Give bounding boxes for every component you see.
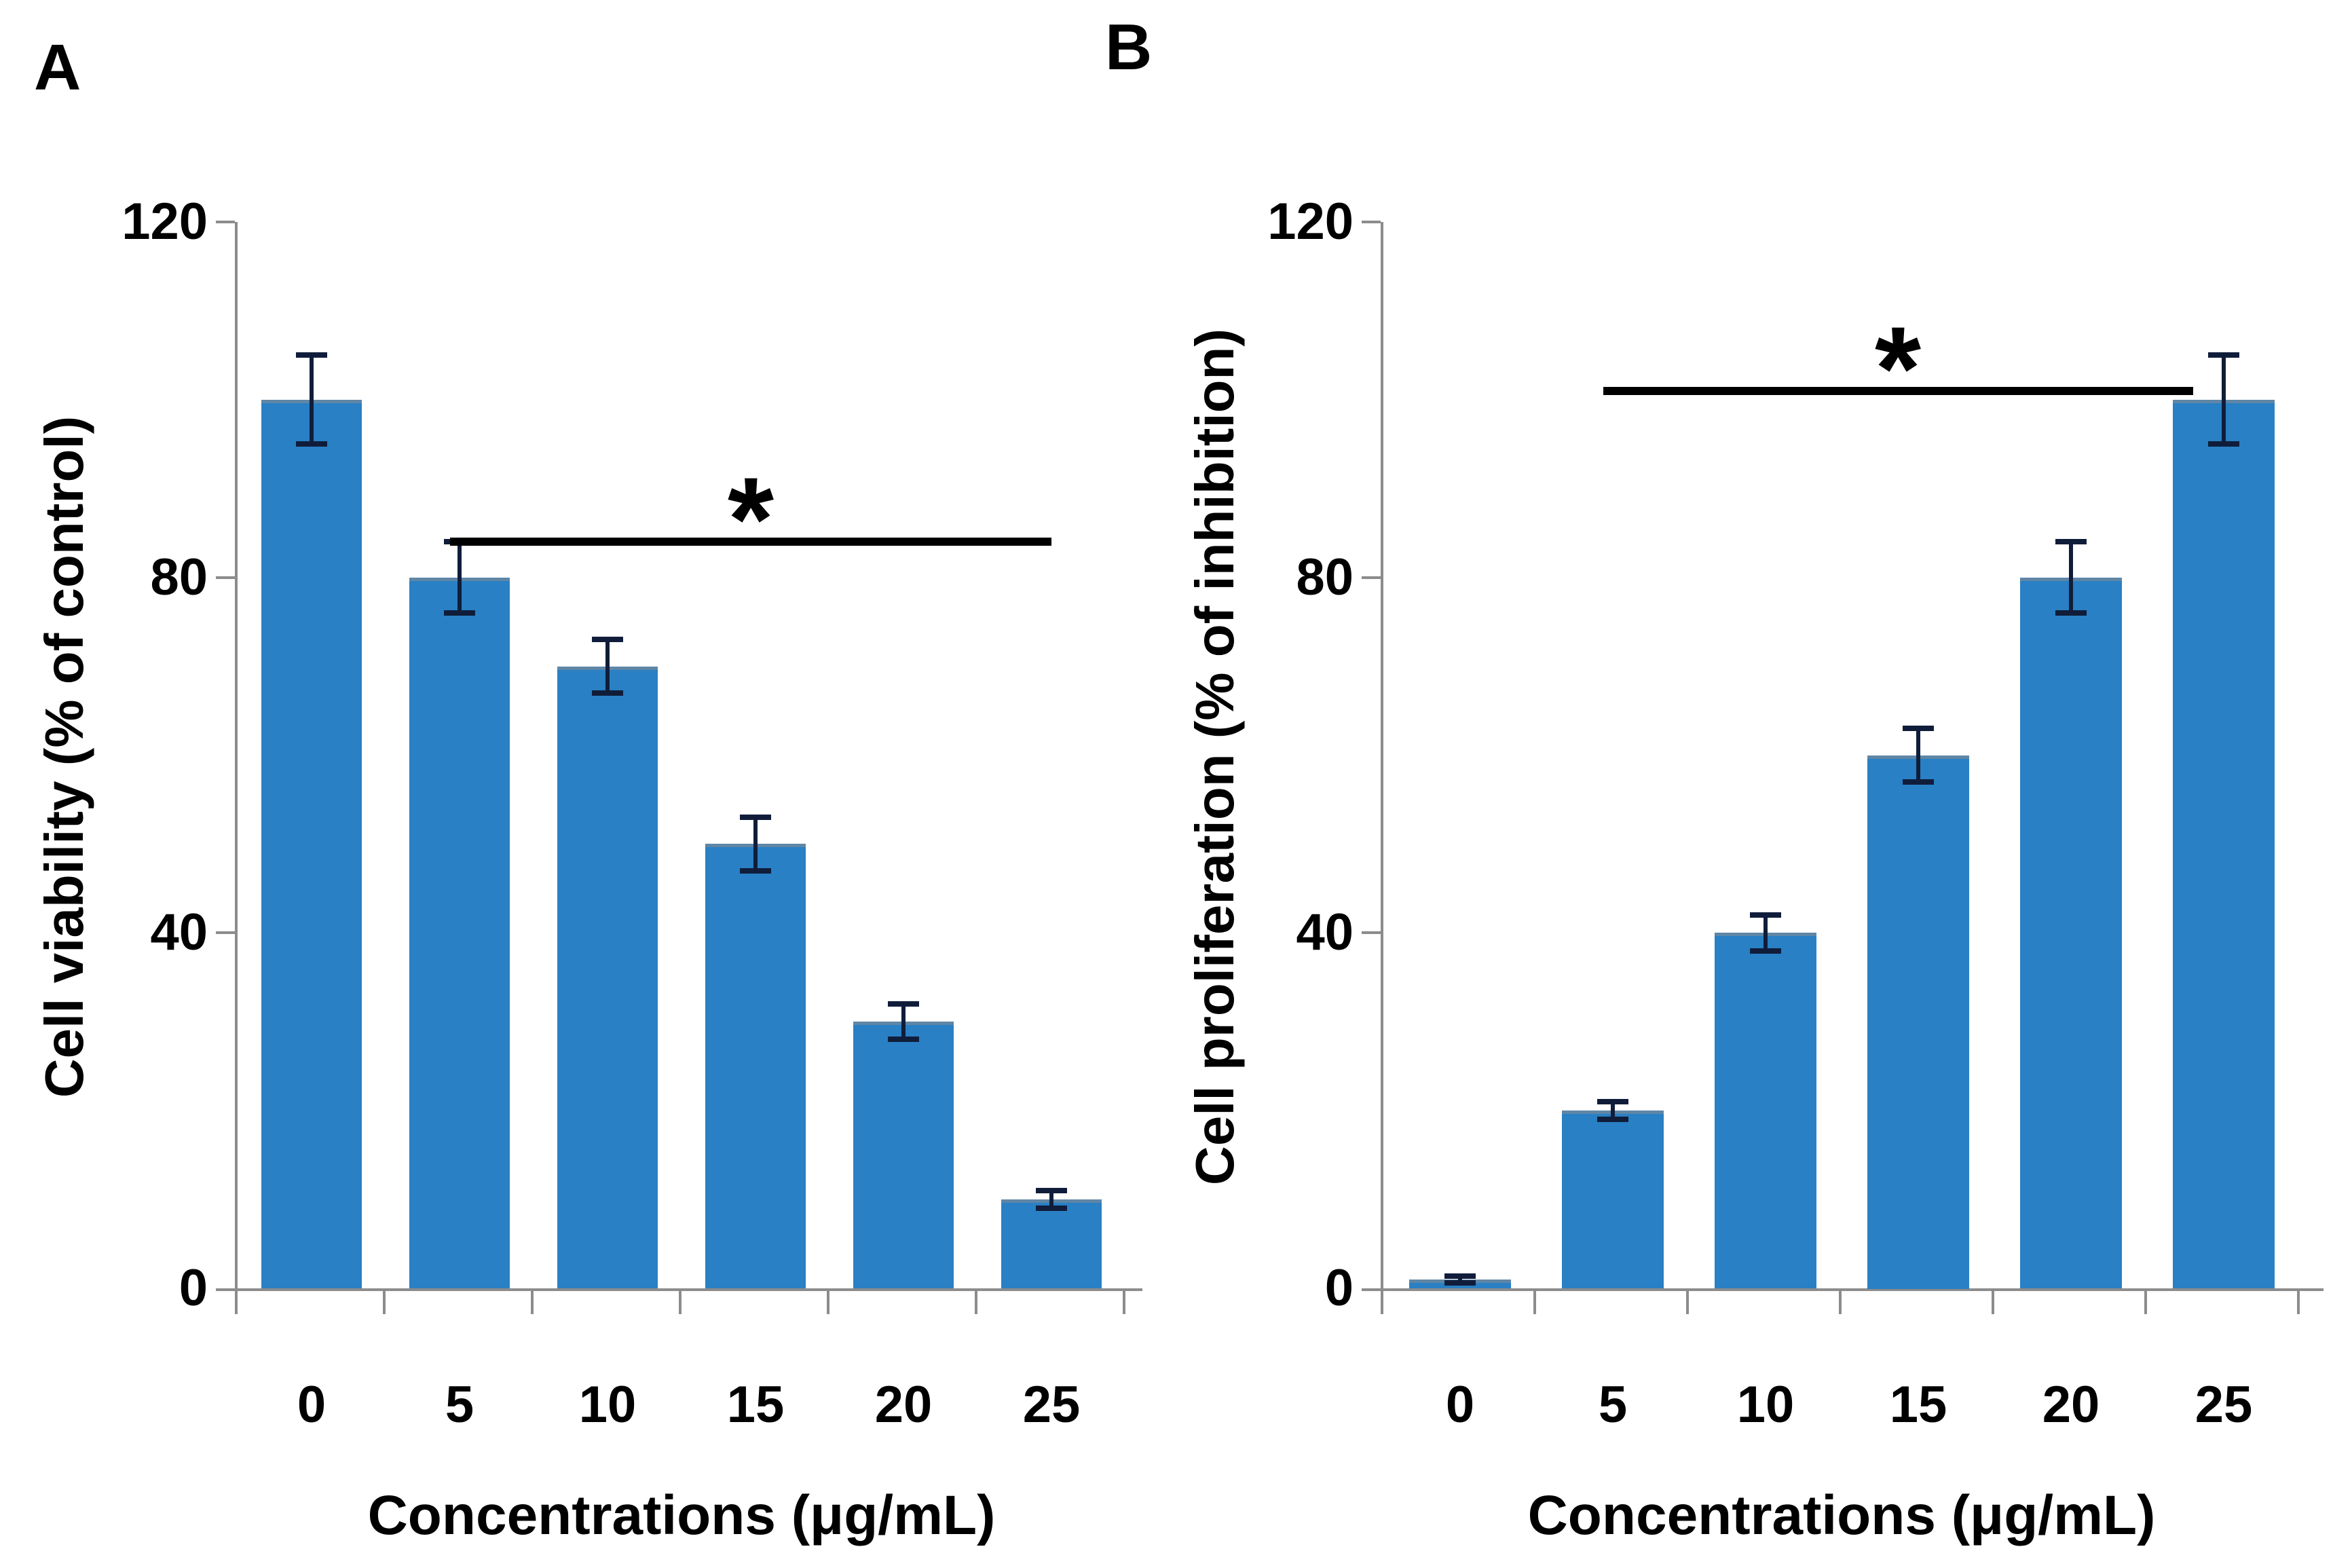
- error-bar-line: [1763, 915, 1768, 950]
- x-tick-label: 10: [1736, 1376, 1795, 1434]
- panel-a-x-axis-title: Concentrations (μg/mL): [367, 1485, 996, 1546]
- error-bar-line: [753, 817, 758, 871]
- error-bar-line: [2222, 355, 2226, 444]
- y-tick-label: 0: [1324, 1259, 1354, 1317]
- y-tick-label: 80: [150, 548, 208, 606]
- y-axis-tick: [216, 221, 235, 223]
- error-bar-line: [310, 355, 314, 444]
- error-bar-cap-bottom: [740, 868, 771, 874]
- error-bar-cap-top: [2208, 352, 2239, 358]
- error-bar-cap-bottom: [444, 610, 475, 616]
- bar: [1562, 1110, 1664, 1288]
- error-bar-cap-bottom: [592, 690, 623, 696]
- bar: [409, 578, 510, 1288]
- y-tick-label: 0: [179, 1259, 208, 1317]
- x-tick-label: 20: [874, 1376, 933, 1434]
- error-bar-cap-bottom: [2055, 610, 2087, 616]
- error-bar-cap-bottom: [1750, 948, 1781, 954]
- x-axis-tick: [1686, 1288, 1689, 1314]
- error-bar-cap-top: [1597, 1099, 1628, 1104]
- significance-line: [1603, 387, 2193, 395]
- bar: [705, 844, 806, 1288]
- x-axis-tick: [975, 1288, 977, 1314]
- x-axis-tick: [383, 1288, 386, 1314]
- error-bar-cap-top: [2055, 539, 2087, 544]
- x-axis-tick: [235, 1288, 238, 1314]
- x-tick-label: 25: [2195, 1376, 2253, 1434]
- bar: [2173, 400, 2275, 1288]
- x-tick-label: 15: [1889, 1376, 1947, 1434]
- x-axis-tick: [679, 1288, 682, 1314]
- bar: [261, 400, 362, 1288]
- x-tick-label: 15: [726, 1376, 785, 1434]
- x-tick-label: 20: [2042, 1376, 2100, 1434]
- error-bar-cap-bottom: [1036, 1206, 1067, 1211]
- y-tick-label: 120: [122, 193, 208, 250]
- x-tick-label: 0: [1445, 1376, 1475, 1434]
- x-axis-tick: [1533, 1288, 1536, 1314]
- error-bar-line: [901, 1004, 906, 1039]
- error-bar-line: [1916, 728, 1920, 782]
- panel-b-x-axis-title: Concentrations (μg/mL): [1527, 1485, 2156, 1546]
- error-bar-cap-top: [740, 815, 771, 820]
- bar: [853, 1022, 954, 1288]
- x-axis-tick: [1839, 1288, 1842, 1314]
- x-axis-tick: [531, 1288, 534, 1314]
- error-bar-cap-top: [888, 1001, 919, 1007]
- error-bar-cap-bottom: [888, 1037, 919, 1042]
- error-bar-line: [2069, 542, 2073, 613]
- error-bar-line: [458, 542, 462, 613]
- significance-line: [450, 538, 1051, 546]
- x-tick-label: 0: [297, 1376, 326, 1434]
- error-bar-cap-top: [1750, 912, 1781, 918]
- x-axis-tick: [1992, 1288, 1994, 1314]
- error-bar-cap-top: [1036, 1188, 1067, 1193]
- error-bar-cap-bottom: [296, 441, 327, 447]
- x-tick-label: 10: [578, 1376, 637, 1434]
- error-bar-line: [1611, 1102, 1615, 1119]
- significance-asterisk: *: [727, 453, 774, 586]
- x-tick-label: 25: [1022, 1376, 1081, 1434]
- y-axis-tick: [1362, 931, 1381, 934]
- y-axis-tick: [216, 576, 235, 579]
- error-bar-cap-top: [592, 637, 623, 642]
- y-axis-line: [1381, 222, 1383, 1288]
- x-axis-tick: [2144, 1288, 2147, 1314]
- bar: [2020, 578, 2122, 1288]
- x-axis-tick: [827, 1288, 829, 1314]
- error-bar-cap-bottom: [1597, 1117, 1628, 1122]
- x-axis-tick: [2297, 1288, 2300, 1314]
- x-axis-tick: [1381, 1288, 1383, 1314]
- error-bar-cap-top: [1903, 726, 1934, 731]
- y-tick-label: 40: [1296, 903, 1354, 961]
- x-tick-label: 5: [445, 1376, 474, 1434]
- bar: [557, 667, 658, 1288]
- error-bar-cap-bottom: [1903, 779, 1934, 785]
- x-axis-tick: [1123, 1288, 1125, 1314]
- y-tick-label: 120: [1267, 193, 1354, 250]
- error-bar-cap-bottom: [2208, 441, 2239, 447]
- y-axis-tick: [1362, 576, 1381, 579]
- y-axis-tick: [1362, 221, 1381, 223]
- y-tick-label: 80: [1296, 548, 1354, 606]
- error-bar-line: [605, 639, 610, 693]
- error-bar-cap-bottom: [1444, 1280, 1476, 1286]
- significance-asterisk: *: [1874, 303, 1922, 435]
- panel-b-letter: B: [1105, 11, 1153, 83]
- bar: [1867, 755, 1969, 1289]
- x-axis-line: [1362, 1288, 2323, 1291]
- panel-a-letter: A: [34, 31, 81, 104]
- error-bar-cap-top: [296, 352, 327, 358]
- y-axis-tick: [216, 931, 235, 934]
- y-axis-line: [235, 222, 238, 1288]
- error-bar-line: [1049, 1191, 1053, 1208]
- error-bar-cap-top: [1444, 1273, 1476, 1279]
- y-tick-label: 40: [150, 903, 208, 961]
- x-tick-label: 5: [1598, 1376, 1628, 1434]
- bar: [1715, 933, 1816, 1288]
- error-bar-line: [1458, 1276, 1462, 1283]
